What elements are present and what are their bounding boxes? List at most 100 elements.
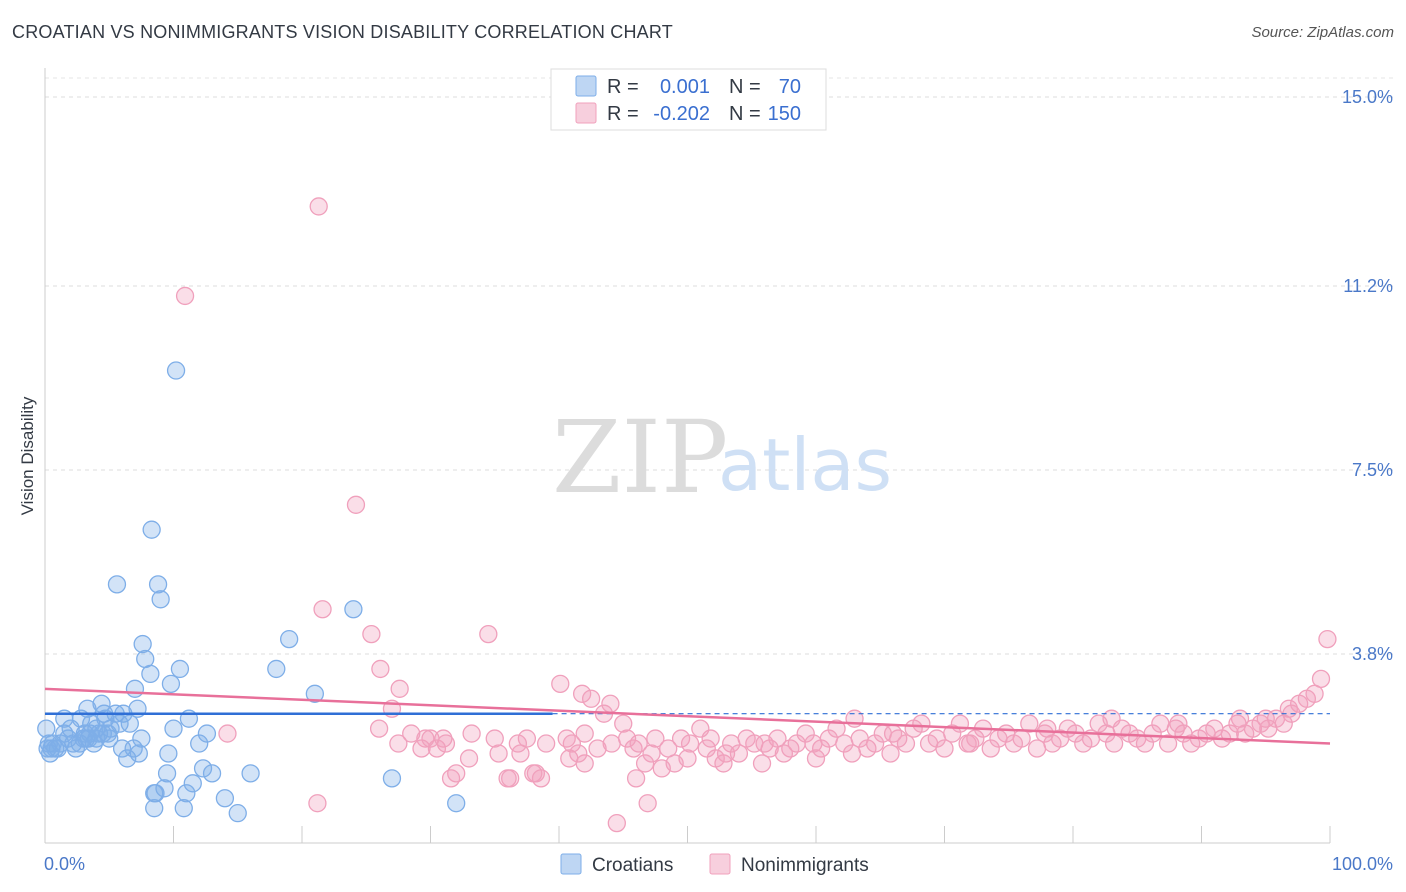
data-point bbox=[125, 679, 145, 698]
legend-swatch-nonimmigrants bbox=[709, 853, 731, 875]
data-point bbox=[447, 794, 466, 813]
data-point bbox=[436, 734, 456, 753]
stats-swatch-croatians bbox=[575, 75, 597, 97]
data-point bbox=[133, 634, 152, 654]
data-point bbox=[197, 724, 217, 743]
data-point bbox=[646, 729, 665, 748]
watermark-zip: ZIP bbox=[552, 399, 728, 516]
data-point bbox=[537, 734, 556, 753]
data-point bbox=[369, 719, 389, 738]
data-point bbox=[485, 729, 504, 748]
data-point bbox=[313, 600, 332, 619]
data-point bbox=[146, 784, 165, 803]
data-point bbox=[155, 779, 174, 798]
data-point bbox=[896, 734, 916, 753]
data-point bbox=[881, 744, 900, 763]
trend-line-nonimmigrants bbox=[44, 687, 1331, 745]
data-point bbox=[575, 724, 594, 743]
data-point bbox=[601, 694, 620, 713]
data-point bbox=[912, 714, 931, 733]
data-point bbox=[202, 764, 222, 783]
legend-label-nonimmigrants: Nonimmigrants bbox=[741, 855, 869, 876]
data-point bbox=[164, 719, 183, 738]
data-point bbox=[344, 600, 363, 619]
data-point bbox=[755, 734, 774, 753]
y-tick-label: 3.8% bbox=[1352, 644, 1393, 664]
data-point bbox=[118, 749, 137, 768]
data-point bbox=[1020, 714, 1039, 733]
data-point bbox=[241, 764, 260, 783]
data-point bbox=[362, 624, 381, 644]
data-point bbox=[129, 744, 148, 763]
legend-label-croatians: Croatians bbox=[592, 855, 673, 876]
data-points bbox=[37, 197, 1337, 833]
legend-swatch-croatians bbox=[560, 853, 582, 875]
data-point bbox=[752, 754, 772, 773]
data-point bbox=[865, 734, 885, 753]
data-point bbox=[614, 714, 633, 733]
stats-r-value: 0.001 bbox=[660, 76, 710, 98]
data-point bbox=[371, 659, 390, 679]
data-point bbox=[729, 744, 749, 763]
data-point bbox=[981, 739, 1000, 758]
data-point bbox=[569, 744, 588, 763]
stats-n-label: N = bbox=[729, 76, 761, 98]
data-point bbox=[170, 659, 190, 679]
data-point bbox=[642, 744, 661, 763]
data-point bbox=[796, 724, 815, 743]
y-tick-label: 11.2% bbox=[1343, 276, 1393, 296]
data-point bbox=[175, 286, 195, 306]
data-point bbox=[562, 734, 581, 753]
data-point bbox=[806, 749, 826, 768]
data-point bbox=[218, 724, 237, 743]
data-point bbox=[498, 769, 517, 788]
data-point bbox=[701, 729, 720, 748]
data-point bbox=[148, 575, 168, 594]
data-point bbox=[1169, 714, 1188, 733]
y-tick-label: 15.0% bbox=[1342, 87, 1393, 107]
data-point bbox=[1256, 709, 1275, 728]
data-point bbox=[215, 789, 235, 808]
data-point bbox=[635, 754, 655, 773]
data-point bbox=[617, 729, 637, 748]
stats-r-label: R = bbox=[607, 103, 639, 125]
data-point bbox=[382, 769, 402, 788]
data-point bbox=[1151, 714, 1170, 733]
data-point bbox=[166, 361, 186, 380]
data-point bbox=[157, 764, 177, 783]
data-point bbox=[1279, 699, 1299, 718]
data-point bbox=[811, 739, 831, 758]
data-point bbox=[827, 719, 846, 738]
data-point bbox=[390, 679, 409, 698]
data-point bbox=[107, 575, 127, 594]
data-point bbox=[966, 729, 985, 748]
data-point bbox=[267, 659, 286, 679]
data-point bbox=[531, 769, 551, 788]
data-point bbox=[575, 754, 594, 773]
x-tick-label: 0.0% bbox=[44, 854, 85, 874]
data-point bbox=[961, 734, 980, 753]
series-croatians bbox=[37, 361, 466, 823]
data-point bbox=[190, 734, 209, 753]
data-point bbox=[626, 769, 646, 788]
series-legend: Croatians Nonimmigrants bbox=[560, 853, 869, 876]
data-point bbox=[177, 784, 196, 803]
grid-lines bbox=[45, 77, 1393, 655]
data-point bbox=[308, 794, 327, 813]
x-tick-labels: 0.0% 100.0% bbox=[44, 854, 1393, 874]
watermark-atlas: atlas bbox=[718, 423, 892, 507]
data-point bbox=[142, 520, 161, 539]
data-point bbox=[624, 739, 643, 758]
data-point bbox=[572, 684, 592, 703]
data-point bbox=[581, 689, 601, 708]
data-point bbox=[151, 590, 170, 609]
stats-swatch-nonimmigrants bbox=[575, 102, 597, 124]
data-point bbox=[1318, 629, 1337, 649]
data-point bbox=[145, 799, 164, 818]
data-point bbox=[935, 739, 954, 758]
data-point bbox=[228, 804, 247, 823]
data-point bbox=[557, 729, 576, 748]
data-point bbox=[389, 734, 408, 753]
data-point bbox=[346, 495, 366, 514]
